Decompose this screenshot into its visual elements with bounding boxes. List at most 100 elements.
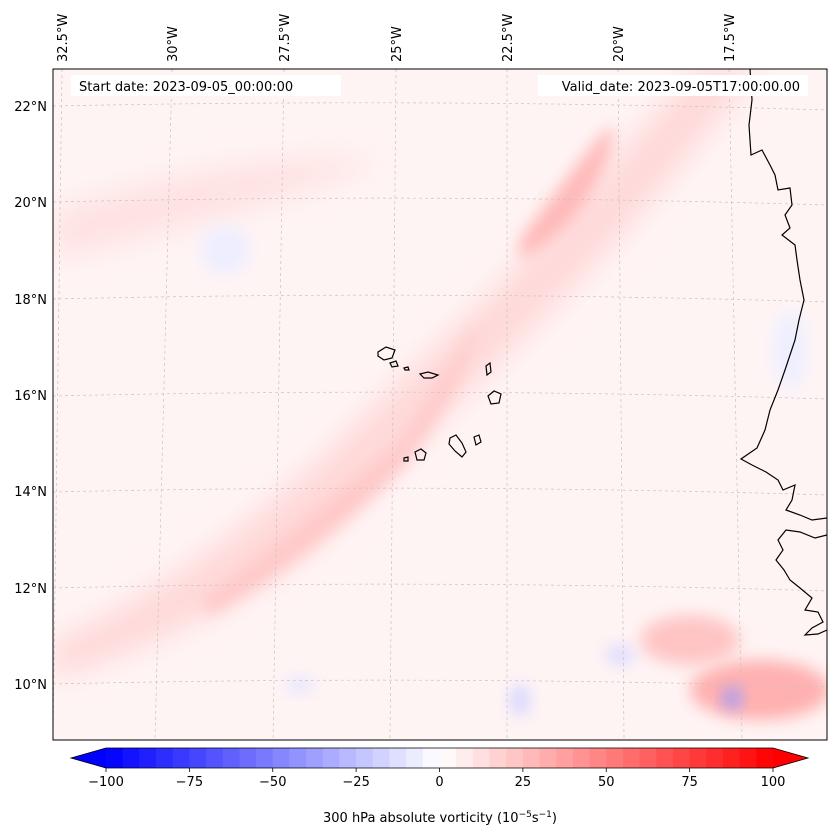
colorbar-cell	[222, 748, 240, 768]
colorbar-cell	[522, 748, 541, 768]
colorbar-tick-label: 25	[515, 775, 532, 790]
longitude-labels: 32.5°W 30°W 27.5°W 25°W 22.5°W 20°W 17.5…	[56, 14, 738, 62]
lat-label: 16°N	[14, 389, 47, 404]
gridline-lat-1	[53, 102, 827, 111]
lon-label: 20°W	[612, 26, 627, 62]
colorbar-cell	[322, 748, 340, 768]
map-panel: Start date: 2023-09-05_00:00:00 Valid_da…	[52, 68, 828, 741]
vorticity-min-5	[200, 225, 250, 275]
lat-label: 20°N	[14, 196, 47, 211]
gridline-lon-3	[272, 69, 285, 740]
colorbar-cell	[622, 748, 641, 768]
gridline-lon-4	[389, 69, 397, 740]
lon-label: 30°W	[166, 26, 181, 62]
gridlines	[53, 69, 827, 740]
island-brava	[403, 456, 409, 462]
lat-label: 10°N	[14, 678, 47, 693]
island-sao-vicente	[389, 360, 399, 368]
colorbar-cell	[606, 748, 624, 768]
gridline-lat-3	[53, 294, 827, 303]
island-santa-luzia	[403, 366, 410, 371]
gridline-lat-7	[53, 679, 827, 688]
vorticity-band-core-south	[200, 320, 480, 615]
gridline-lat-6	[53, 583, 827, 592]
colorbar-cell	[472, 748, 491, 768]
lon-label: 22.5°W	[501, 14, 516, 62]
gridline-lon-1	[53, 69, 63, 740]
colorbar-cell	[172, 748, 190, 768]
vorticity-min-3	[606, 645, 634, 665]
colorbar-cell	[289, 748, 307, 768]
colorbar-cell	[406, 748, 424, 768]
lon-label: 27.5°W	[278, 14, 293, 62]
valid-date-box	[538, 75, 808, 96]
vorticity-min-6	[772, 310, 808, 390]
colorbar-cell	[739, 748, 757, 768]
colorbar-cells	[106, 748, 774, 768]
colorbar-cell	[106, 748, 124, 768]
colorbar-cell	[189, 748, 207, 768]
colorbar-tick-label: −50	[259, 775, 286, 790]
map-border	[52, 68, 828, 741]
colorbar-cell	[506, 748, 524, 768]
island-sal	[485, 361, 492, 377]
lon-label: 17.5°W	[723, 14, 738, 62]
vorticity-band-core-north	[520, 125, 613, 260]
start-date-box	[71, 75, 341, 96]
colorbar-cell	[672, 748, 691, 768]
colorbar-extend-low	[71, 748, 106, 768]
colorbar-cell	[239, 748, 257, 768]
colorbar-cell	[689, 748, 707, 768]
vorticity-field	[53, 69, 827, 720]
gridline-lon-2	[154, 69, 173, 740]
colorbar-cell	[439, 748, 457, 768]
gridline-lon-6	[617, 69, 625, 740]
lon-label: 32.5°W	[56, 14, 71, 62]
colorbar-cell	[339, 748, 357, 768]
lat-label: 22°N	[14, 100, 47, 115]
island-sao-nicolau	[418, 371, 440, 379]
lat-label: 18°N	[14, 293, 47, 308]
island-boa-vista	[487, 390, 502, 405]
colorbar-ticks: −100 −75 −50 −25 0 25 50 75 100	[88, 768, 785, 790]
colorbar-cell	[139, 748, 157, 768]
colorbar-tick-label: −75	[176, 775, 203, 790]
vorticity-southeast-patch	[640, 615, 740, 665]
colorbar-cell	[639, 748, 657, 768]
start-date-label: Start date: 2023-09-05_00:00:00	[79, 80, 293, 95]
africa-coastline	[739, 69, 827, 636]
vorticity-band-main	[53, 69, 760, 680]
colorbar-cell	[256, 748, 274, 768]
coastlines	[377, 69, 827, 636]
island-fogo	[414, 448, 427, 461]
colorbar-cell	[422, 748, 440, 768]
colorbar-cell	[372, 748, 390, 768]
colorbar-tick-label: −25	[342, 775, 369, 790]
vorticity-min-2	[510, 684, 530, 716]
colorbar-cell	[206, 748, 224, 768]
vorticity-min-4	[286, 677, 314, 693]
colorbar-tick-label: 50	[598, 775, 615, 790]
colorbar-label: 300 hPa absolute vorticity (10−5s−1)	[323, 810, 557, 826]
colorbar-cell	[556, 748, 574, 768]
vorticity-southeast-max	[690, 660, 827, 720]
colorbar-tick-label: 0	[435, 775, 443, 790]
gridline-lat-2	[53, 197, 827, 206]
lon-label: 25°W	[390, 26, 405, 62]
gridline-lat-5	[53, 487, 827, 496]
island-maio	[473, 434, 482, 446]
colorbar-tick-label: 75	[681, 775, 698, 790]
colorbar-cell	[722, 748, 741, 768]
lat-label: 14°N	[14, 485, 47, 500]
valid-date-label: Valid_date: 2023-09-05T17:00:00.00	[562, 80, 800, 95]
colorbar-cell	[572, 748, 591, 768]
colorbar-cell	[122, 748, 140, 768]
colorbar-cell	[756, 748, 774, 768]
colorbar-tick-label: −100	[88, 775, 124, 790]
colorbar-cell	[589, 748, 607, 768]
gridline-lon-7	[728, 69, 743, 740]
colorbar: −100 −75 −50 −25 0 25 50 75 100 300 hPa absolute…	[69, 747, 810, 826]
colorbar-cell	[156, 748, 174, 768]
colorbar-tick-label: 100	[761, 775, 786, 790]
